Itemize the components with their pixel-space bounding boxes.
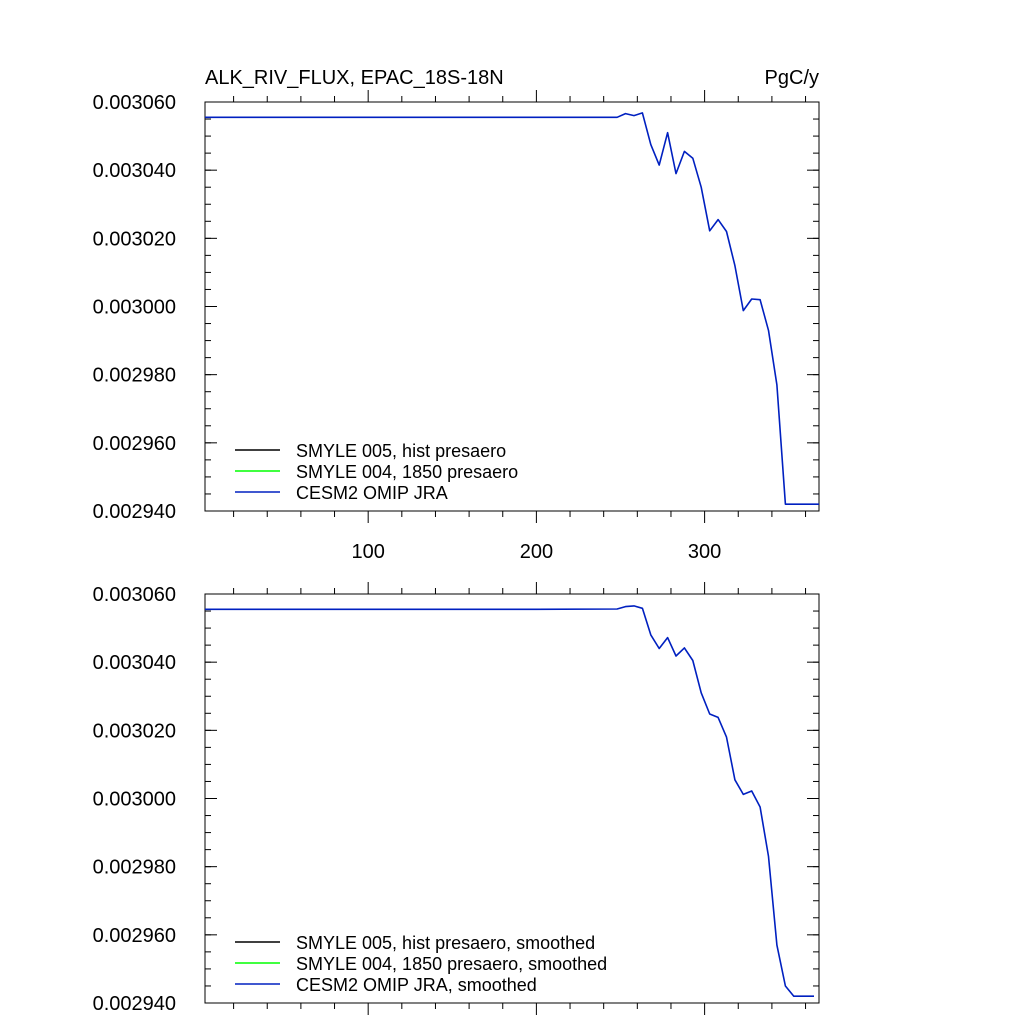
y-tick-label: 0.003040: [93, 160, 176, 182]
legend-label: SMYLE 004, 1850 presaero, smoothed: [296, 954, 607, 974]
y-tick-label: 0.002960: [93, 433, 176, 455]
series-line: [205, 112, 819, 506]
units-label: PgC/y: [765, 67, 819, 89]
y-tick-label: 0.002940: [93, 501, 176, 523]
bottom-panel: 0.002940 0.002960 0.002980 0.003000 0.003020…: [93, 582, 820, 1015]
legend-label: SMYLE 004, 1850 presaero: [296, 462, 518, 482]
x-tick-label: 200: [520, 541, 553, 563]
top-panel: ALK_RIV_FLUX, EPAC_18S-18N PgC/y 0.00294…: [93, 67, 820, 563]
x-tick-label: 300: [688, 541, 721, 563]
y-tick-label: 0.003020: [93, 228, 176, 250]
legend-label: SMYLE 005, hist presaero: [296, 441, 506, 461]
y-tick-label: 0.003000: [93, 297, 176, 319]
y-tick-label: 0.003020: [93, 720, 176, 742]
y-tick-label: 0.003040: [93, 652, 176, 674]
legend-label: CESM2 OMIP JRA, smoothed: [296, 975, 537, 995]
y-tick-label: 0.003060: [93, 92, 176, 114]
y-tick-label: 0.002980: [93, 365, 176, 387]
y-tick-label: 0.003060: [93, 584, 176, 606]
x-tick-label: 100: [351, 541, 384, 563]
series-line: [205, 605, 814, 998]
y-tick-label: 0.003000: [93, 789, 176, 811]
chart-title: ALK_RIV_FLUX, EPAC_18S-18N: [205, 67, 504, 89]
legend-label: SMYLE 005, hist presaero, smoothed: [296, 933, 595, 953]
y-tick-label: 0.002940: [93, 993, 176, 1015]
legend-label: CESM2 OMIP JRA: [296, 483, 448, 503]
y-tick-label: 0.002960: [93, 925, 176, 947]
y-tick-label: 0.002980: [93, 857, 176, 879]
